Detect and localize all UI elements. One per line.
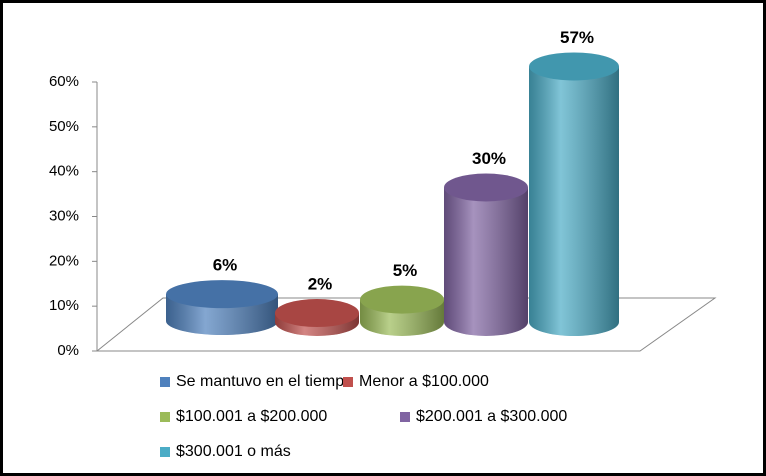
legend-swatch bbox=[343, 377, 353, 387]
legend-label: $200.001 a $300.000 bbox=[416, 408, 567, 425]
floor bbox=[95, 297, 717, 352]
value-label: 5% bbox=[393, 261, 418, 280]
bar-top-shade bbox=[529, 52, 619, 81]
value-label: 30% bbox=[472, 149, 506, 168]
bar-top-shade bbox=[360, 285, 444, 314]
bar-top bbox=[275, 299, 359, 328]
bar-top bbox=[360, 285, 444, 314]
legend-swatch bbox=[160, 412, 170, 422]
legend-swatch bbox=[160, 447, 170, 457]
value-label: 57% bbox=[560, 28, 594, 47]
bar-top bbox=[444, 173, 528, 202]
bar-shade bbox=[444, 187, 528, 336]
bar-top-shade bbox=[444, 173, 528, 202]
legend-swatch bbox=[160, 377, 170, 387]
y-tick-label: 60% bbox=[49, 73, 79, 90]
y-tick-label: 30% bbox=[49, 207, 79, 224]
y-tick-label: 20% bbox=[49, 252, 79, 269]
value-label: 2% bbox=[308, 275, 333, 294]
y-tick-label: 10% bbox=[49, 297, 79, 314]
legend-label: Menor a $100.000 bbox=[359, 373, 489, 390]
bar-shade bbox=[529, 66, 619, 336]
bar-top-shade bbox=[275, 299, 359, 328]
y-tick-label: 50% bbox=[49, 118, 79, 135]
y-tick-label: 40% bbox=[49, 163, 79, 180]
legend-swatch bbox=[400, 412, 410, 422]
bar-top bbox=[166, 280, 278, 309]
bar-top-shade bbox=[166, 280, 278, 309]
bar-top bbox=[529, 52, 619, 81]
legend-label: Se mantuvo en el tiempo bbox=[176, 373, 353, 390]
legend-label: $100.001 a $200.000 bbox=[176, 408, 327, 425]
y-tick-label: 0% bbox=[57, 342, 79, 359]
legend-label: $300.001 o más bbox=[176, 443, 291, 460]
value-label: 6% bbox=[213, 256, 238, 275]
